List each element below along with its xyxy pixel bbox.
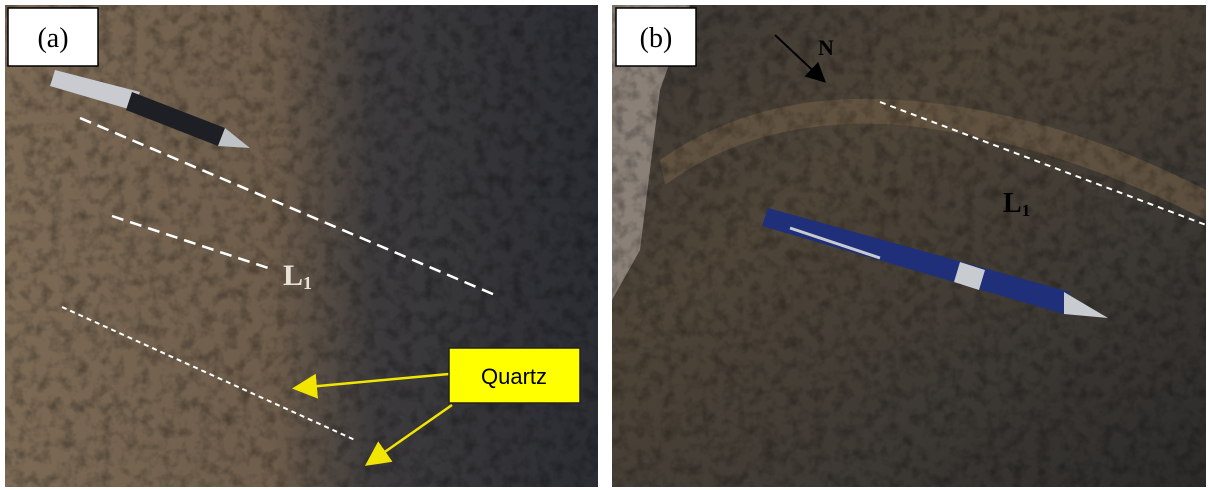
callout-text: Quartz bbox=[481, 364, 547, 389]
marker-label: N bbox=[818, 35, 834, 60]
rock-texture bbox=[612, 5, 1206, 487]
lineation-main: L bbox=[283, 259, 303, 292]
lineation-sub: 1 bbox=[303, 273, 312, 293]
panel-label: (b) bbox=[640, 23, 673, 54]
pen bbox=[50, 70, 250, 148]
lineation-main: L bbox=[1003, 188, 1022, 219]
callout-box bbox=[448, 347, 581, 404]
callout-arrow bbox=[292, 372, 450, 399]
panel-a: L1 Quartz (a) bbox=[5, 5, 598, 487]
marker-arrow bbox=[774, 34, 826, 83]
pen bbox=[762, 208, 1108, 318]
lineation-traces bbox=[61, 116, 496, 441]
panel-label-box bbox=[7, 7, 99, 67]
panel-label-box bbox=[615, 7, 697, 67]
lineation-traces bbox=[879, 101, 1207, 226]
lineation-label: L1 bbox=[283, 259, 312, 293]
panel-b: N L1 (b) bbox=[612, 5, 1207, 487]
lineation-sub: 1 bbox=[1022, 201, 1031, 220]
lineation-label: L1 bbox=[1003, 188, 1030, 220]
callout-arrow bbox=[364, 403, 453, 466]
panel-label: (a) bbox=[37, 23, 68, 54]
